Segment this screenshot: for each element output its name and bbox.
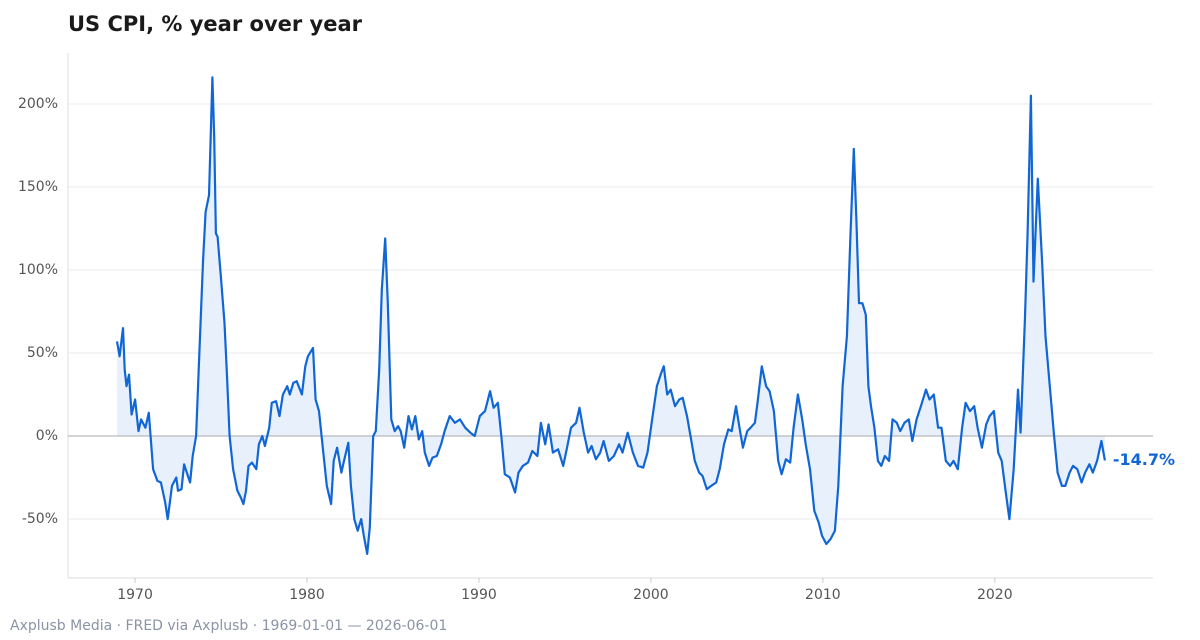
y-tick-label: 0% xyxy=(36,428,58,444)
y-tick-label: 50% xyxy=(27,345,58,361)
footer: Axplusb Media · FRED via Axplusb · 1969-… xyxy=(10,618,447,634)
y-tick-label: 100% xyxy=(18,262,58,278)
line xyxy=(115,76,1106,555)
x-tick-label: 1970 xyxy=(117,587,153,603)
y-tick-label: -50% xyxy=(22,511,58,527)
x-tick-label: 2000 xyxy=(633,587,669,603)
x-tick-label: 1990 xyxy=(461,587,497,603)
x-tick-label: 2020 xyxy=(977,587,1013,603)
area xyxy=(117,77,1105,554)
end-label: -14.7% xyxy=(1113,450,1175,469)
y-tick-label: 150% xyxy=(18,179,58,195)
chart-title: US CPI, % year over year xyxy=(68,12,363,36)
x-tick-label: 1980 xyxy=(289,587,325,603)
x-tick-label: 2010 xyxy=(805,587,841,603)
y-tick-label: 200% xyxy=(18,96,58,112)
